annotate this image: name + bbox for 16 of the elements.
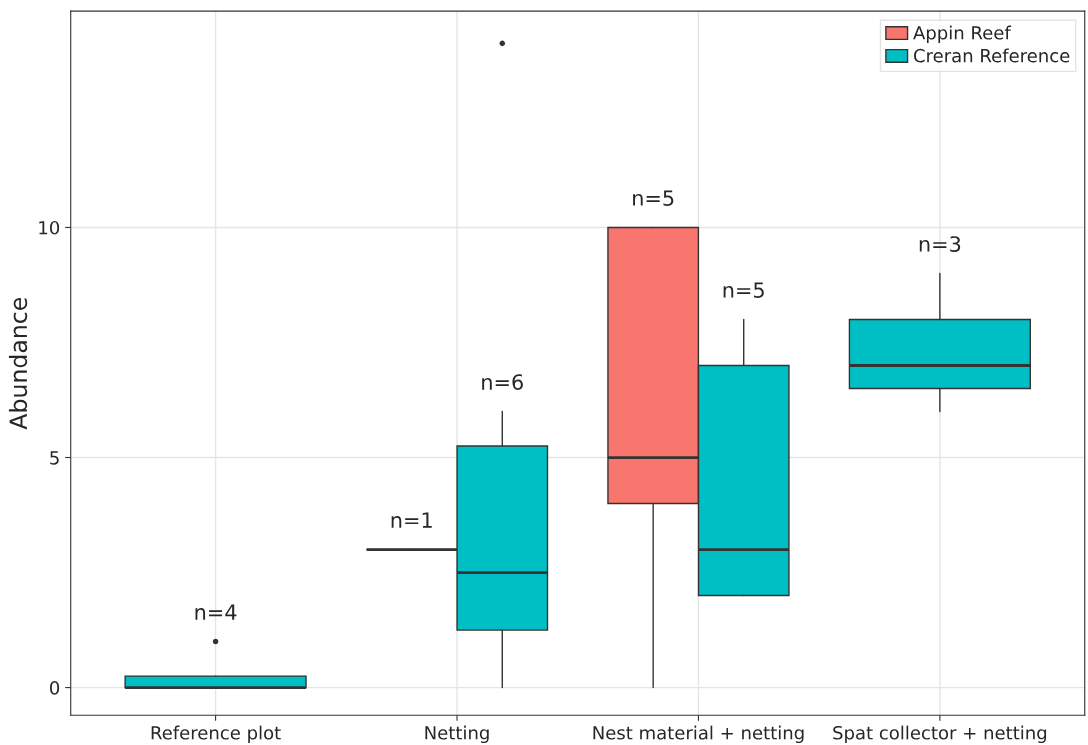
x-tick-label: Reference plot xyxy=(151,725,281,744)
legend-label: Creran Reference xyxy=(913,48,1070,63)
x-tick-label: Netting xyxy=(425,725,489,744)
text: n=6 xyxy=(482,374,523,390)
text: n=3 xyxy=(919,236,961,252)
y-tick-label: 0 xyxy=(50,681,60,695)
legend-label: Appin Reef xyxy=(913,25,1012,44)
text: n=1 xyxy=(391,512,432,528)
y-axis-title: Abundance xyxy=(8,297,28,430)
text: n=5 xyxy=(633,190,674,206)
text: n=5 xyxy=(723,282,764,298)
y-tick-label: 5 xyxy=(50,451,59,465)
x-tick-label: Nest material + netting xyxy=(593,725,804,744)
text: n=4 xyxy=(195,604,237,620)
x-tick-label: Spat collector + netting xyxy=(833,725,1047,744)
y-tick-label: 10 xyxy=(39,220,60,235)
